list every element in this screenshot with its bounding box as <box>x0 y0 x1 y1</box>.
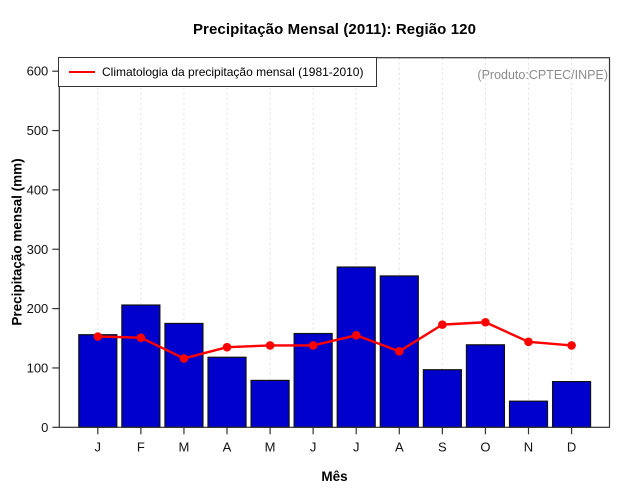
x-tick-label-N-10: N <box>524 439 533 454</box>
y-tick-label-500: 500 <box>27 123 49 138</box>
y-tick-label-0: 0 <box>41 420 48 435</box>
climatology-point-J-5 <box>308 341 318 350</box>
y-tick-label-400: 400 <box>27 182 49 197</box>
x-tick-label-S-8: S <box>438 439 447 454</box>
y-tick-label-600: 600 <box>27 64 49 79</box>
y-tick-label-100: 100 <box>27 360 49 375</box>
bar-F-1 <box>121 304 161 428</box>
x-axis-title: Mês <box>321 469 348 484</box>
legend-line-sample-icon <box>69 71 95 73</box>
bar-M-4 <box>250 379 290 428</box>
y-tick-label-200: 200 <box>27 301 49 316</box>
climatology-point-A-7 <box>394 347 404 356</box>
x-tick-label-M-2: M <box>179 439 190 454</box>
climatology-point-O-9 <box>481 317 490 327</box>
climatology-line <box>96 321 573 360</box>
legend: Climatologia da precipitação mensal (198… <box>58 57 377 87</box>
climatology-point-A-3 <box>222 342 232 352</box>
legend-label: Climatologia da precipitação mensal (198… <box>102 65 364 79</box>
produto-annotation: (Produto:CPTEC/INPE) <box>477 68 608 82</box>
x-tick-label-J-5: J <box>310 439 317 454</box>
y-axis-title: Precipitação mensal (mm) <box>9 158 25 326</box>
climatology-point-M-2 <box>179 354 189 363</box>
bar-O-9 <box>465 344 506 428</box>
bar-N-10 <box>508 400 549 428</box>
x-tick-label-J-6: J <box>353 439 360 454</box>
bar-J-6 <box>336 266 376 428</box>
climatology-point-J-0 <box>93 332 103 341</box>
x-tick-label-F-1: F <box>137 439 145 454</box>
bar-A-3 <box>207 356 247 428</box>
bar-S-8 <box>422 369 462 428</box>
y-tick-label-300: 300 <box>27 242 49 257</box>
climatology-point-J-6 <box>351 331 361 340</box>
chart-title: Precipitação Mensal (2011): Região 120 <box>192 21 477 38</box>
climatology-point-F-1 <box>136 333 146 342</box>
climatology-point-D-11 <box>567 341 576 350</box>
x-tick-label-A-7: A <box>395 439 404 454</box>
climatology-point-N-10 <box>524 337 533 347</box>
bar-M-2 <box>164 322 204 428</box>
x-tick-label-M-4: M <box>265 439 276 454</box>
bar-D-11 <box>551 381 592 428</box>
climatology-point-M-4 <box>265 341 275 350</box>
bar-J-0 <box>78 334 118 428</box>
x-tick-label-D-11: D <box>567 439 576 454</box>
x-tick-label-O-9: O <box>480 439 490 454</box>
climatology-point-S-8 <box>438 320 447 329</box>
x-tick-label-A-3: A <box>223 439 232 454</box>
x-tick-label-J-0: J <box>95 439 102 454</box>
